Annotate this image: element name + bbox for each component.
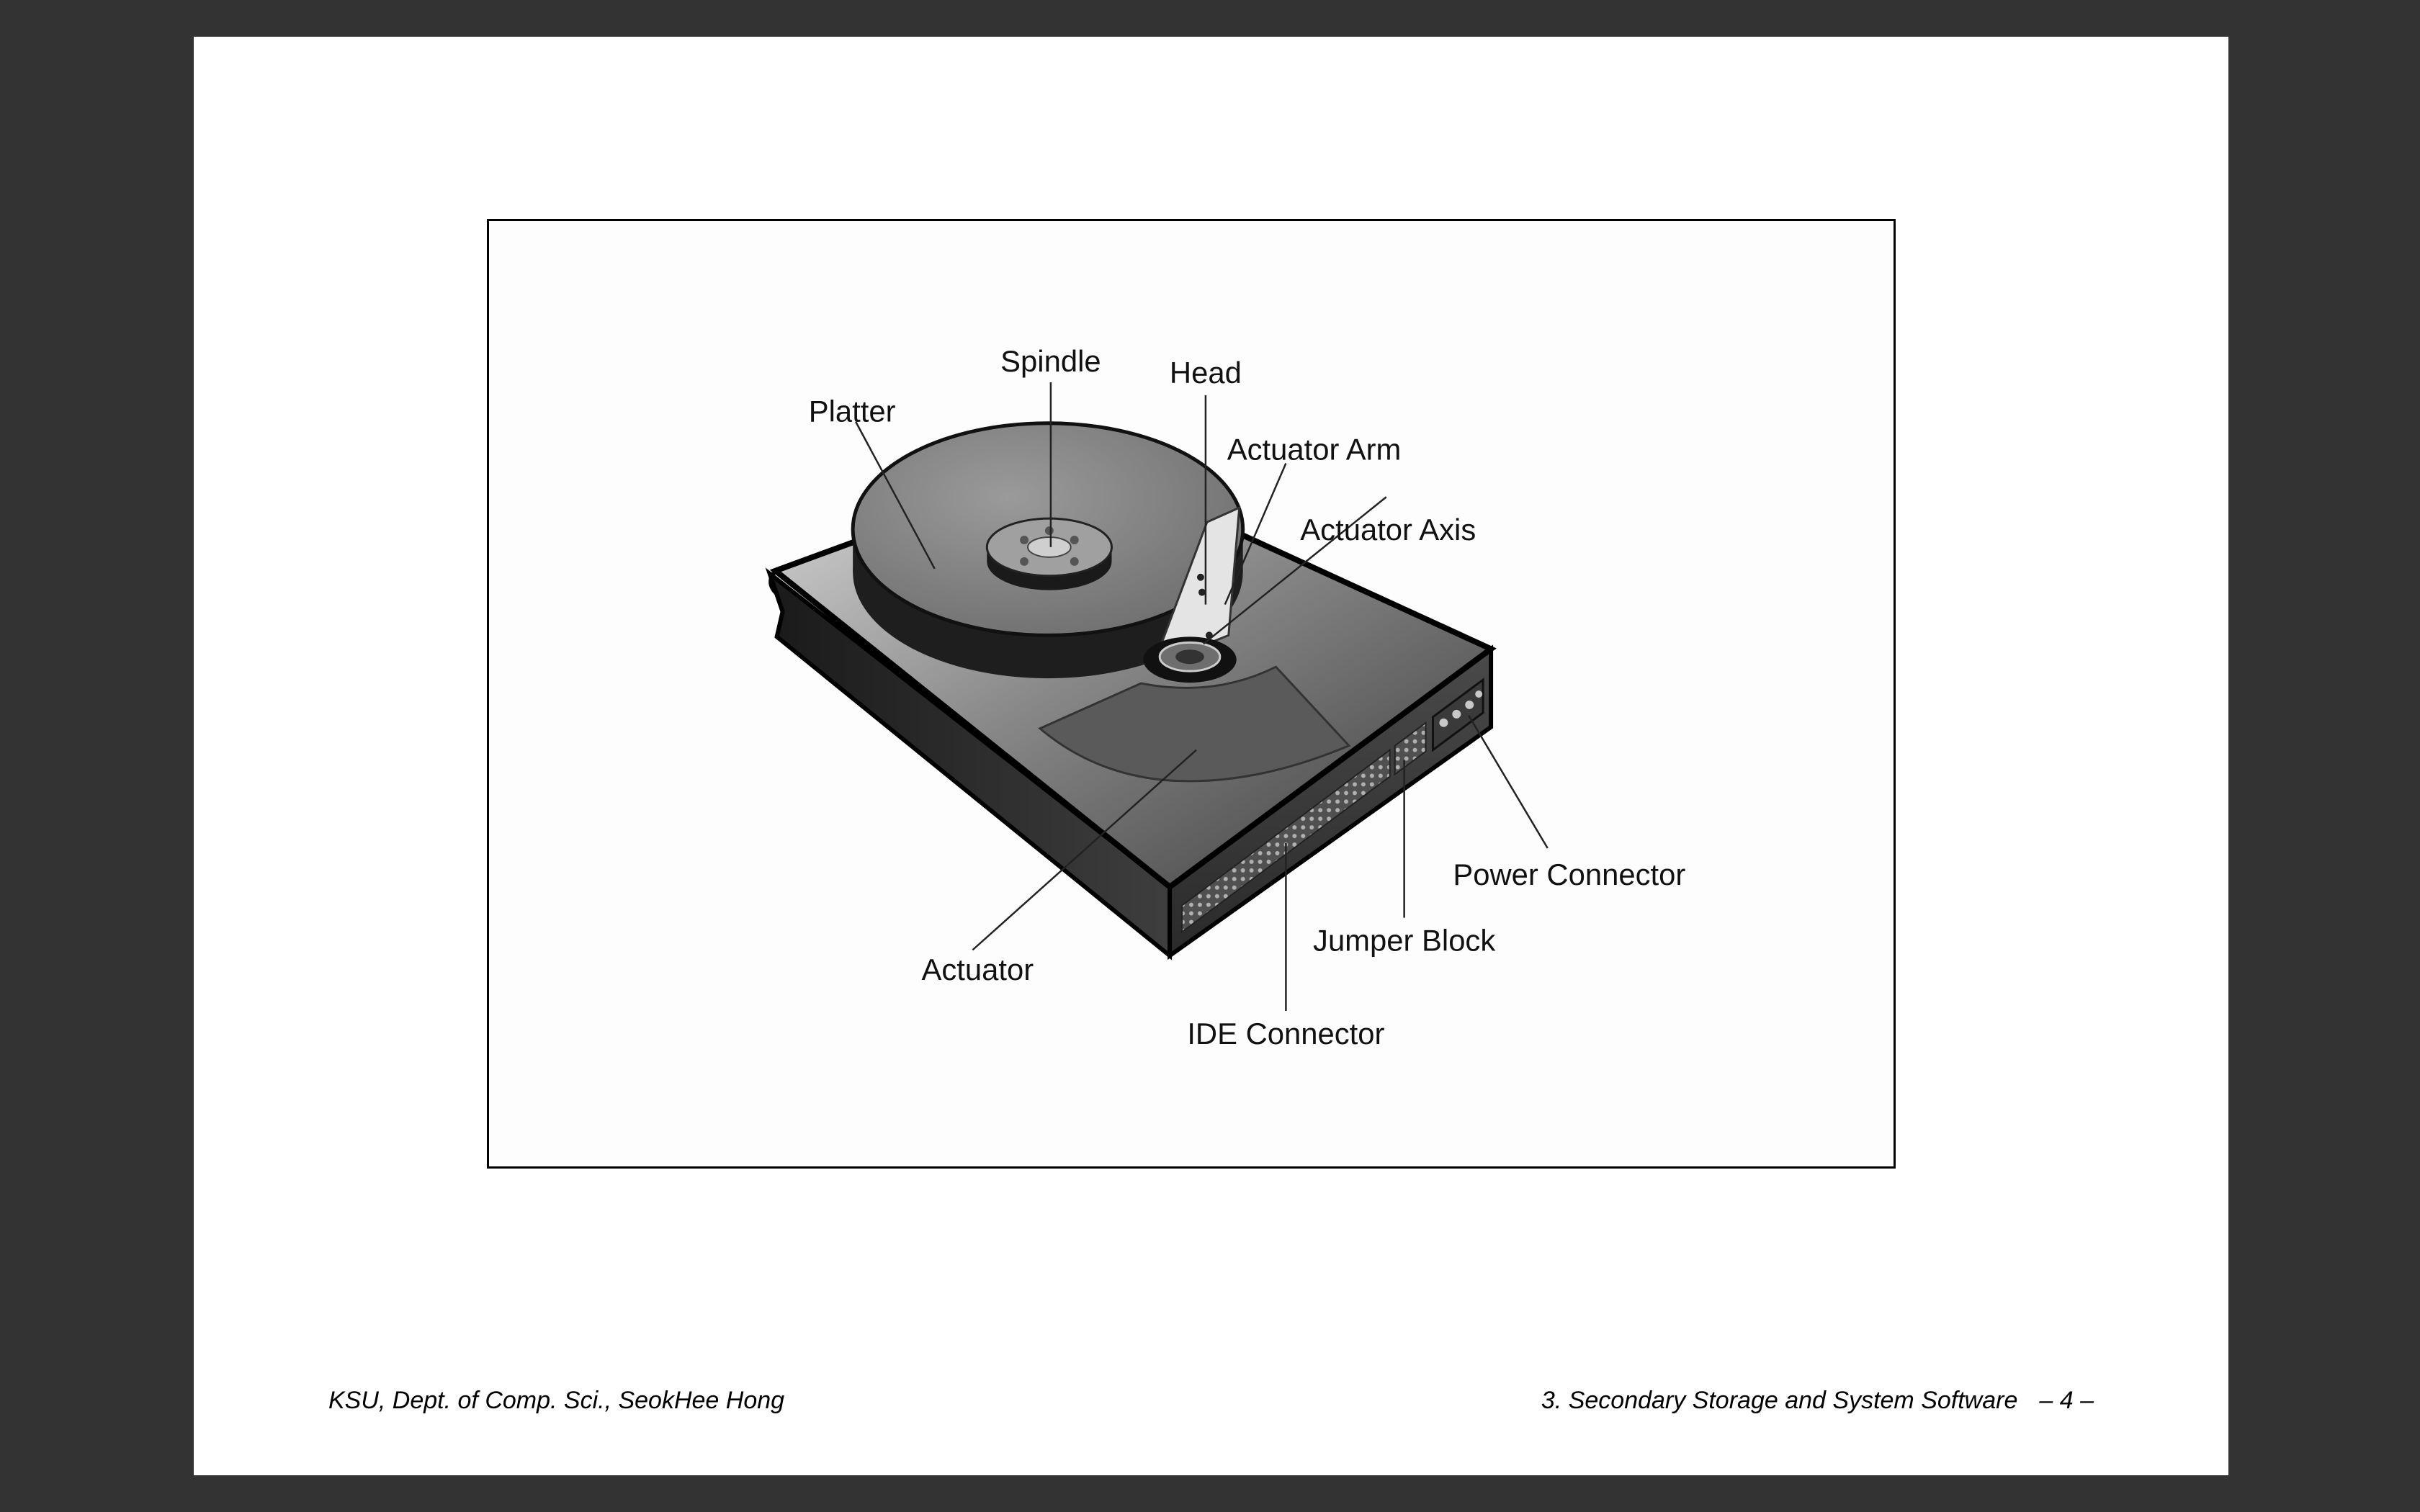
- label-jumper-block: Jumper Block: [1313, 923, 1495, 957]
- hard-disk-illustration: Spindle Platter Head Actuator Arm Actuat…: [765, 344, 1686, 1050]
- label-actuator-arm: Actuator Arm: [1227, 432, 1402, 466]
- actuator-arm-shape: [1151, 505, 1241, 667]
- label-ide-connector: IDE Connector: [1187, 1017, 1384, 1050]
- label-power-connector: Power Connector: [1453, 858, 1685, 891]
- label-actuator: Actuator: [922, 953, 1034, 986]
- power-connector-shape: [1431, 678, 1484, 752]
- slide-footer-author: KSU, Dept. of Comp. Sci., SeokHee Hong: [328, 1387, 785, 1414]
- spindle-shape: [985, 517, 1113, 590]
- page-number: – 4 –: [2039, 1387, 2094, 1414]
- slide-footer-course-title: 3. Secondary Storage and System Software: [1541, 1387, 2018, 1414]
- label-platter: Platter: [809, 395, 896, 428]
- slide-footer-title: 3. Secondary Storage and System Software…: [1541, 1387, 2094, 1415]
- label-head: Head: [1170, 356, 1242, 390]
- hard-disk-diagram: Spindle Platter Head Actuator Arm Actuat…: [487, 219, 1896, 1169]
- ide-connector-pins: [1181, 748, 1391, 934]
- actuator-shape: [1038, 665, 1351, 783]
- leader-lines: [855, 382, 1549, 1011]
- diagram-labels: Spindle Platter Head Actuator Arm Actuat…: [809, 344, 1686, 1050]
- actuator-axis-shape: [1143, 636, 1237, 683]
- jumper-block-pins: [1394, 721, 1427, 776]
- label-actuator-axis: Actuator Axis: [1300, 513, 1476, 546]
- label-spindle: Spindle: [1000, 344, 1101, 378]
- slide-page: Spindle Platter Head Actuator Arm Actuat…: [194, 37, 2228, 1475]
